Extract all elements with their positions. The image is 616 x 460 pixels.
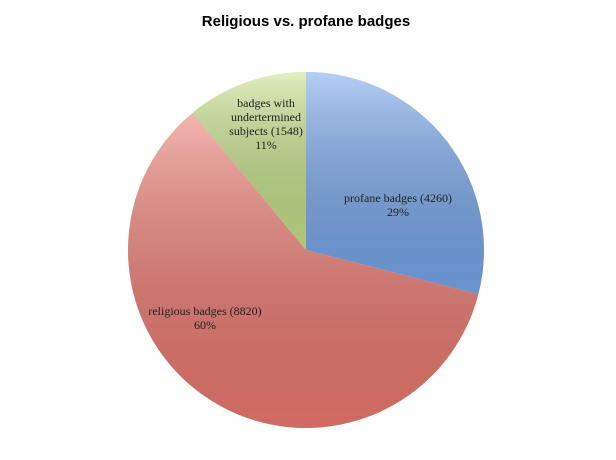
value-label: 11% <box>255 138 277 152</box>
value-label: 60% <box>194 318 216 332</box>
value-label: 29% <box>387 205 409 219</box>
slice-group <box>192 72 306 250</box>
category-label: religious badges (8820) <box>148 304 262 318</box>
slice-group <box>306 72 484 295</box>
chart-title: Religious vs. profane badges <box>202 13 410 30</box>
slice-label: badges with undertermined subjects (1548… <box>216 96 316 152</box>
slice-label: profane badges (4260) 29% <box>313 191 483 219</box>
pie <box>128 72 484 428</box>
slice-shading <box>128 112 479 428</box>
category-label: profane badges (4260) <box>344 191 452 205</box>
slice-shading <box>306 72 484 295</box>
slice-label: religious badges (8820) 60% <box>120 304 290 332</box>
slice-shading <box>192 72 306 250</box>
category-label: badges with undertermined subjects (1548… <box>229 96 303 138</box>
slice-group <box>128 112 479 428</box>
